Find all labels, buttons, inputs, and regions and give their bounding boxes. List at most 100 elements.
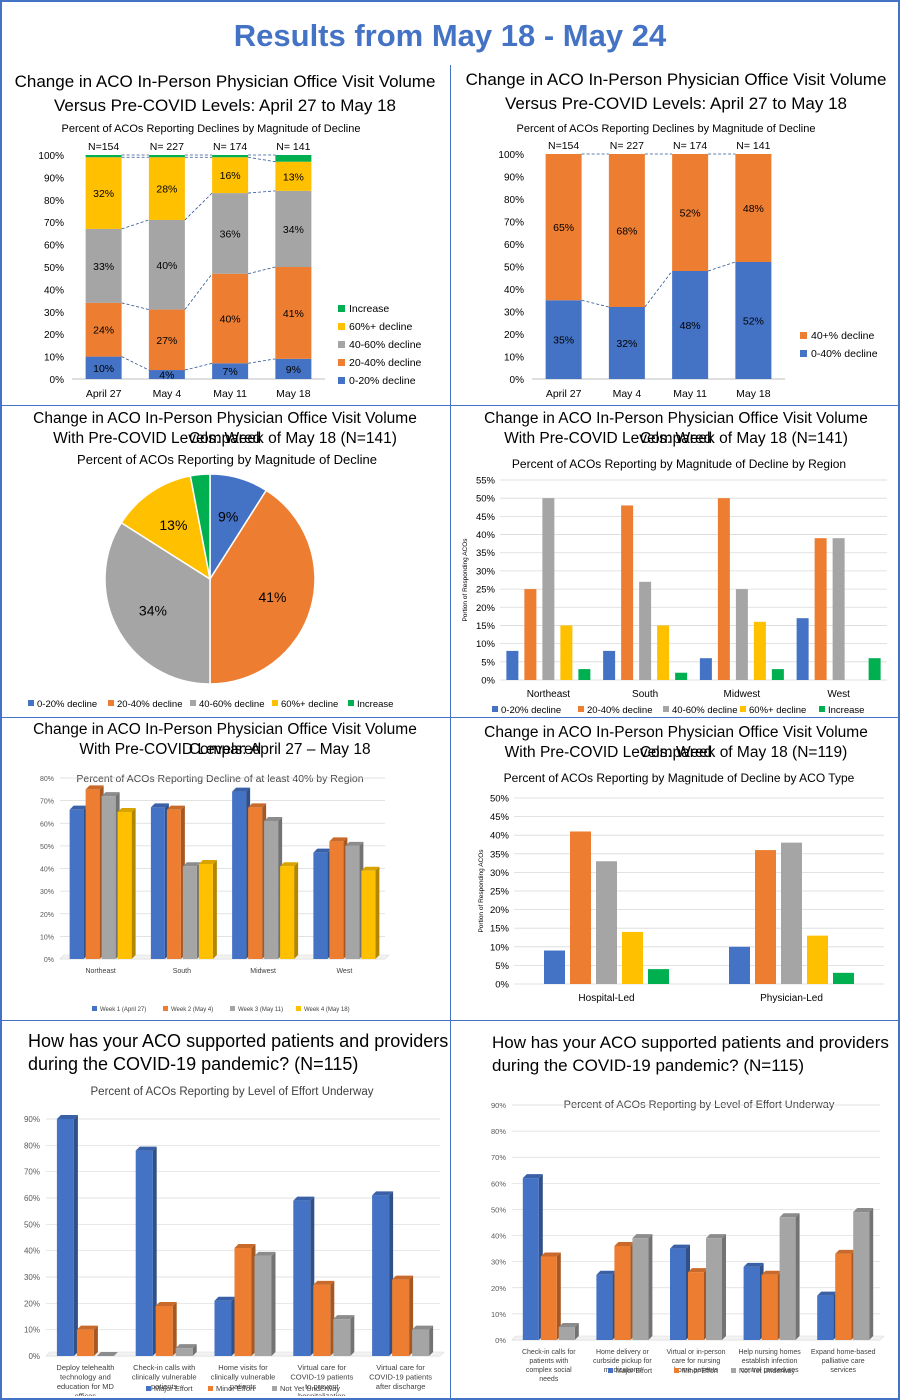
panel-title-line1: Change in ACO In-Person Physician Office… [484,724,868,761]
bar [182,866,197,959]
bar [522,1178,539,1340]
legend-label: 0-20% decline [349,375,416,387]
bar-segment [85,356,122,379]
y-tick-label: 30% [44,308,64,319]
x-tick-label: patients with [529,1358,568,1365]
y-tick-label: 90% [504,173,524,184]
data-label: 34% [283,224,304,236]
panel-6: Change in ACO In-Person Physician Office… [452,720,900,1018]
legend-swatch [338,305,345,312]
bar [313,852,328,959]
bar [833,972,854,984]
x-tick-label: Midwest [250,968,276,975]
n-label: N= 141 [276,141,310,153]
y-tick-label: 25% [490,887,510,898]
x-tick-label: May 18 [736,388,771,400]
bar-top [182,862,201,867]
bar-segment [545,300,582,379]
bar-segment [672,154,709,271]
legend-swatch [92,1006,97,1011]
legend-swatch [230,1006,235,1011]
x-tick-label: South [632,689,658,700]
legend-label: 60%+ decline [749,705,806,714]
y-axis-label: Portion of Responding ACOs [462,538,469,622]
x-tick-label: after discharge [376,1382,426,1391]
x-tick-label: Expand home-based [811,1349,876,1356]
chart-5: Percent of ACOs Reporting Decline of at … [40,773,390,1013]
data-label: 34% [139,602,167,618]
divider [450,65,451,1400]
connector-line [248,266,276,275]
y-tick-label: 10% [476,639,496,650]
x-tick-label: hospitalization [298,1392,346,1397]
bar-side [350,1315,355,1356]
panel-4: Change in ACO In-Person Physician Office… [452,408,900,714]
connector-line [184,362,213,371]
bar-segment [275,358,312,379]
connector-line [121,356,150,371]
bar-top [835,1249,856,1254]
legend-swatch [338,323,345,330]
y-tick-label: 40% [24,1247,40,1256]
x-tick-label: COVID-19 patients [290,1373,353,1382]
bar [264,820,279,959]
bar [670,1248,686,1340]
bar-top [166,805,185,810]
bar [524,589,537,680]
bar-top [345,841,364,846]
bar [868,658,881,680]
bar-segment [545,154,582,301]
bar-side [73,1115,78,1356]
chart-8: Percent of ACOs Reporting by Level of Ef… [491,1099,885,1383]
bar [706,1238,722,1340]
bar [150,807,165,959]
panel-title-line1: How has your ACO supported patients and … [28,1031,449,1051]
bar-top [175,1344,197,1349]
bar [280,866,295,959]
x-tick-label: home patients [674,1367,718,1374]
chart-7: Percent of ACOs Reporting by Level of Ef… [24,1086,445,1397]
bar [779,1217,796,1340]
legend-swatch [338,341,345,348]
y-tick-label: 100% [498,150,524,161]
data-label: 65% [553,222,574,234]
pie-slice [120,474,212,581]
legend-label: 20-40% decline [587,705,653,714]
legend-swatch [272,700,278,706]
bar-segment [735,262,772,379]
bar-top [558,1322,579,1327]
data-label: 4% [159,370,174,382]
bar-side [429,1325,434,1356]
bar-top [333,1315,355,1320]
bar-side [556,1252,561,1340]
bar-top [232,787,251,792]
bar-segment [85,302,122,357]
data-label: 48% [680,320,701,332]
chart-title: Percent of ACOs Reporting by Magnitude o… [504,771,855,785]
bar-side [294,862,299,959]
data-label: 13% [283,171,304,183]
x-tick-label: clinically vulnerable [211,1373,276,1382]
bar [688,1272,704,1340]
bar-top [248,803,267,808]
x-tick-label: needs [539,1376,559,1383]
legend-label: 60%+ decline [349,321,412,333]
bar-top [313,1280,335,1285]
bar [603,650,616,680]
connector-line [121,219,149,230]
bar [622,931,643,984]
bar-top [280,862,299,867]
y-tick-label: 40% [40,867,54,874]
legend-swatch [28,700,34,706]
bar [214,1300,232,1356]
bar-top [761,1270,782,1275]
x-tick-label: COVID-19 patients [369,1373,432,1382]
data-label: 40% [156,260,177,272]
x-tick-label: May 11 [213,388,247,400]
bar-segment [672,271,709,379]
legend-label: Week 1 (April 27) [100,1007,146,1013]
y-tick-label: 60% [491,1179,506,1188]
bar [542,498,555,680]
bar-side [172,1301,177,1356]
legend-label: 40-60% decline [349,339,422,351]
